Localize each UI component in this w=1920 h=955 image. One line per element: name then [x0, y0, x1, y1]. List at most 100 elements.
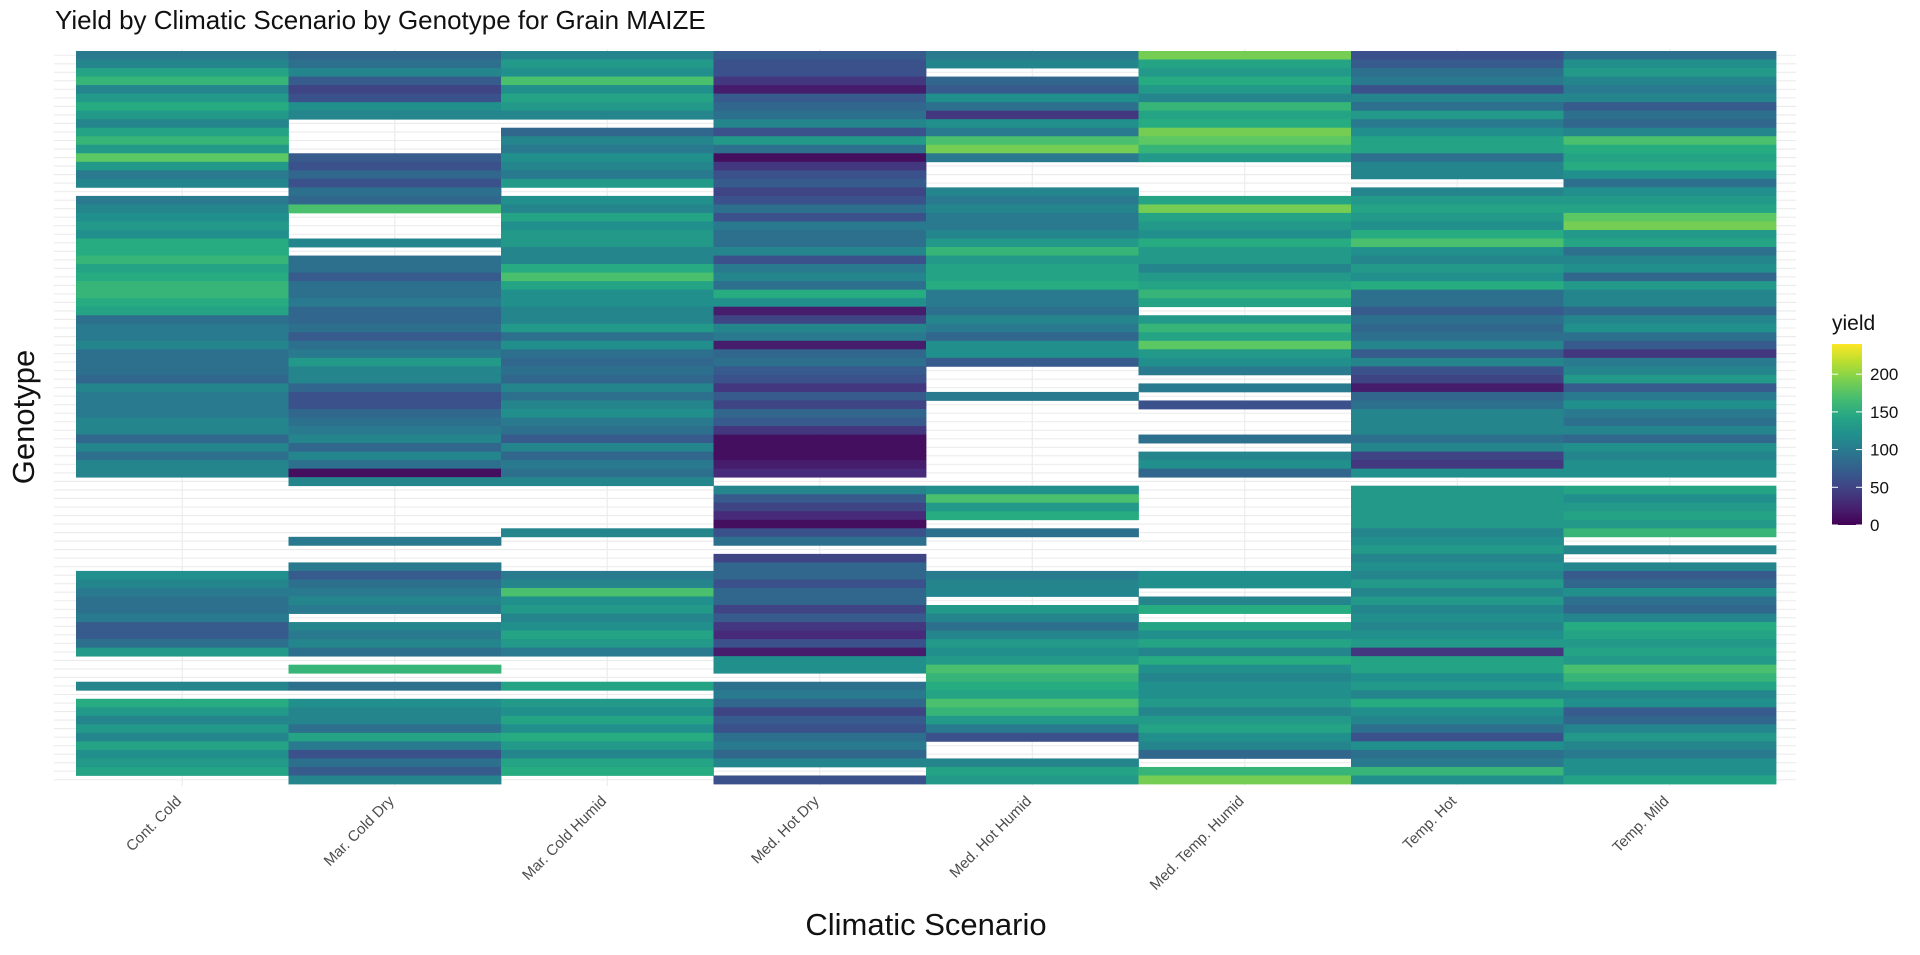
- heatmap-cell: [1351, 468, 1564, 478]
- heatmap-cell: [76, 255, 289, 265]
- heatmap-cell: [288, 349, 502, 359]
- heatmap-cell: [926, 85, 1139, 95]
- heatmap-cell: [926, 247, 1139, 256]
- heatmap-cell: [713, 127, 927, 137]
- heatmap-cell: [76, 630, 289, 640]
- heatmap-cell: [288, 264, 502, 274]
- heatmap-cell: [1563, 391, 1777, 401]
- heatmap-cell: [76, 639, 289, 649]
- heatmap-cell: [1563, 281, 1777, 291]
- heatmap-cell: [501, 144, 714, 154]
- heatmap-cell: [713, 443, 927, 452]
- heatmap-cell: [1563, 460, 1777, 470]
- heatmap-cell: [501, 332, 714, 342]
- heatmap-cell: [713, 102, 927, 112]
- heatmap-cell: [713, 374, 927, 384]
- heatmap-cell: [501, 383, 714, 393]
- heatmap-cell: [713, 579, 927, 589]
- heatmap-cell: [1563, 93, 1777, 103]
- heatmap-cell: [501, 306, 714, 316]
- heatmap-cell: [713, 732, 927, 742]
- heatmap-cell: [926, 570, 1139, 580]
- heatmap-cell: [1563, 630, 1777, 640]
- heatmap-cell: [713, 775, 927, 785]
- heatmap-cell: [713, 630, 927, 640]
- heatmap-cell: [1563, 639, 1777, 649]
- heatmap-cell: [1351, 187, 1564, 197]
- heatmap-cell: [76, 247, 289, 256]
- legend-tick-label: 0: [1870, 516, 1879, 535]
- heatmap-cell: [501, 127, 714, 137]
- heatmap-cell: [1351, 349, 1564, 359]
- heatmap-cell: [76, 596, 289, 606]
- heatmap-cell: [76, 741, 289, 751]
- heatmap-cell: [501, 741, 714, 751]
- heatmap-cell: [713, 110, 927, 120]
- heatmap-cell: [76, 707, 289, 717]
- heatmap-cell: [1351, 630, 1564, 640]
- heatmap-cell: [1563, 468, 1777, 478]
- heatmap-cells: [76, 51, 1777, 785]
- heatmap-cell: [76, 622, 289, 631]
- heatmap-cell: [288, 315, 502, 325]
- heatmap-cell: [1563, 673, 1777, 683]
- heatmap-cell: [501, 357, 714, 367]
- heatmap-cell: [1563, 443, 1777, 452]
- heatmap-cell: [1563, 383, 1777, 393]
- heatmap-cell: [1138, 153, 1352, 163]
- heatmap-cell: [1351, 536, 1564, 546]
- heatmap-cell: [1138, 238, 1352, 248]
- heatmap-cell: [926, 698, 1139, 708]
- heatmap-cell: [501, 460, 714, 470]
- heatmap-cell: [1563, 528, 1777, 538]
- heatmap-cell: [501, 681, 714, 691]
- heatmap-cell: [926, 229, 1139, 239]
- legend-tick-label: 150: [1870, 403, 1898, 422]
- heatmap-cell: [501, 468, 714, 478]
- legend-ticks: 0 50 100 150 200: [1832, 365, 1898, 535]
- heatmap-cell: [713, 417, 927, 427]
- heatmap-cell: [1138, 579, 1352, 589]
- heatmap-cell: [76, 357, 289, 367]
- heatmap-cell: [1351, 204, 1564, 214]
- heatmap-cell: [1138, 127, 1352, 137]
- heatmap-cell: [288, 707, 502, 717]
- heatmap-cell: [288, 417, 502, 427]
- heatmap-cell: [713, 161, 927, 171]
- heatmap-cell: [288, 323, 502, 333]
- heatmap-cell: [1563, 698, 1777, 708]
- heatmap-cell: [1351, 366, 1564, 376]
- heatmap-cell: [1351, 136, 1564, 146]
- heatmap-cell: [713, 707, 927, 717]
- heatmap-cell: [1563, 647, 1777, 657]
- heatmap-cell: [926, 357, 1139, 367]
- heatmap-cell: [1351, 673, 1564, 683]
- heatmap-cell: [76, 417, 289, 427]
- heatmap-cell: [713, 136, 927, 146]
- heatmap-cell: [713, 502, 927, 512]
- heatmap-cell: [288, 681, 502, 691]
- heatmap-cell: [288, 400, 502, 410]
- heatmap-cell: [1563, 587, 1777, 597]
- heatmap-cell: [1138, 349, 1352, 359]
- heatmap-cell: [76, 605, 289, 614]
- heatmap-cell: [1138, 85, 1352, 95]
- heatmap-cell: [76, 306, 289, 316]
- heatmap-cell: [501, 528, 714, 538]
- heatmap-cell: [1563, 153, 1777, 163]
- heatmap-cell: [1138, 673, 1352, 683]
- heatmap-cell: [1351, 85, 1564, 95]
- heatmap-cell: [1351, 596, 1564, 606]
- heatmap-cell: [926, 673, 1139, 683]
- heatmap-cell: [501, 443, 714, 452]
- heatmap-cell: [1563, 417, 1777, 427]
- heatmap-cell: [1351, 613, 1564, 623]
- heatmap-cell: [501, 408, 714, 418]
- heatmap-cell: [76, 698, 289, 708]
- heatmap-cell: [926, 485, 1139, 495]
- heatmap-cell: [926, 766, 1139, 776]
- heatmap-cell: [1138, 681, 1352, 691]
- heatmap-cell: [288, 391, 502, 401]
- heatmap-cell: [1563, 485, 1777, 495]
- heatmap-cell: [76, 85, 289, 95]
